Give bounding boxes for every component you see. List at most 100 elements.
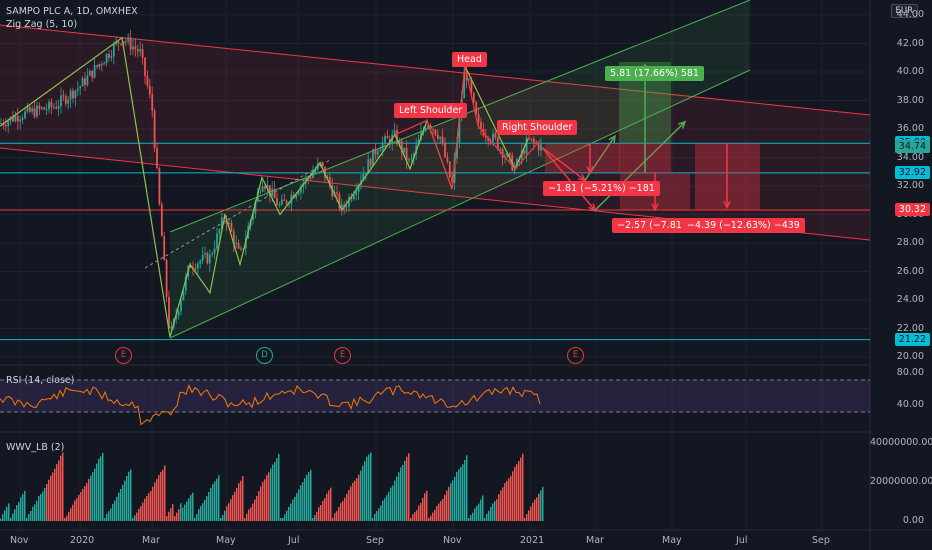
volume-bar	[170, 508, 172, 521]
candle	[184, 276, 187, 291]
candle	[396, 130, 398, 145]
price-axis-label: 32.00	[896, 180, 924, 191]
candle	[62, 95, 65, 97]
candle	[112, 44, 115, 57]
volume-bar	[38, 496, 40, 521]
volume-bar	[100, 456, 102, 521]
volume-bar	[354, 480, 356, 521]
volume-bar	[222, 515, 224, 521]
volume-bar	[220, 518, 222, 521]
volume-bar	[218, 475, 220, 521]
candle	[300, 186, 302, 193]
short-arrow-3-head	[723, 200, 731, 210]
volume-bar	[374, 513, 376, 521]
candle	[432, 129, 434, 131]
currency-button[interactable]: EUR	[890, 4, 918, 18]
volume-bar	[448, 486, 450, 521]
volume-bar	[336, 511, 338, 521]
volume-bar	[470, 515, 472, 521]
left-shoulder-label: Left Shoulder	[394, 103, 468, 118]
candle	[170, 326, 173, 329]
candle	[81, 78, 84, 87]
candle	[448, 161, 451, 178]
candle	[24, 111, 26, 119]
volume-bar	[424, 493, 426, 521]
long-target-label: 5.81 (17.66%) 581	[605, 66, 704, 81]
volume-bar	[152, 486, 154, 521]
volume-bar	[456, 472, 458, 521]
volume-bar	[346, 493, 348, 521]
volume-bar	[142, 502, 144, 521]
volume-bar	[468, 518, 470, 521]
volume-bar	[246, 513, 248, 521]
candle	[38, 105, 41, 109]
volume-bar	[338, 506, 340, 521]
candle	[14, 115, 17, 122]
candle	[410, 158, 413, 160]
price-tag: 32.92	[894, 165, 930, 179]
volume-bar	[80, 492, 82, 521]
volume-bar	[136, 512, 138, 521]
candle	[309, 177, 312, 179]
volume-bar	[252, 503, 254, 521]
volume-bar	[130, 469, 132, 521]
volume-bar	[360, 470, 362, 521]
candle	[158, 168, 161, 205]
volume-title[interactable]: WWV_LB (2)	[6, 442, 65, 453]
candle	[16, 115, 19, 122]
candle	[372, 148, 374, 166]
volume-bar	[400, 467, 402, 521]
candle	[12, 116, 14, 122]
volume-bar	[20, 497, 22, 521]
volume-bar	[68, 512, 70, 521]
volume-bar	[368, 454, 370, 521]
volume-bar	[380, 505, 382, 521]
volume-bar	[516, 464, 518, 521]
earnings-event-marker[interactable]: E	[115, 347, 132, 364]
candle	[55, 107, 58, 109]
volume-bar	[282, 518, 284, 521]
volume-bar	[42, 491, 44, 521]
candle	[50, 101, 53, 108]
volume-bar	[530, 506, 532, 521]
short-box-1	[545, 143, 620, 173]
candle	[357, 184, 360, 192]
candle	[168, 296, 170, 329]
volume-bar	[512, 471, 514, 521]
symbol-title[interactable]: SAMPO PLC A, 1D, OMXHEX	[6, 6, 138, 17]
candle	[230, 222, 233, 232]
candle	[408, 159, 410, 161]
zigzag-indicator-label[interactable]: Zig Zag (5, 10)	[6, 19, 78, 30]
volume-bar	[182, 507, 184, 521]
volume-bar	[278, 453, 280, 521]
volume-bar	[372, 518, 374, 521]
rsi-title[interactable]: RSI (14, close)	[6, 375, 75, 386]
volume-bar	[16, 505, 18, 521]
volume-bar	[502, 487, 504, 521]
volume-bar	[358, 474, 360, 521]
volume-bar	[148, 493, 150, 521]
earnings-event-marker[interactable]: E	[567, 347, 584, 364]
earnings-event-marker[interactable]: E	[334, 347, 351, 364]
dividend-event-marker[interactable]: D	[256, 347, 273, 364]
volume-bar	[174, 516, 176, 521]
volume-bar	[212, 484, 214, 521]
volume-bar	[270, 468, 272, 521]
volume-bar	[190, 494, 192, 521]
volume-bar	[164, 465, 166, 521]
candle	[254, 201, 257, 214]
head-label: Head	[452, 52, 487, 67]
short-target-label-1: −1.81 (−5.21%) −181	[543, 181, 660, 196]
candle	[120, 43, 122, 45]
candle	[177, 311, 180, 316]
candle	[456, 142, 458, 159]
candle	[84, 78, 86, 85]
volume-bar	[128, 471, 130, 521]
volume-bar	[202, 503, 204, 521]
volume-bar	[204, 500, 206, 521]
volume-bar	[518, 461, 520, 521]
candle	[232, 231, 235, 245]
volume-bar	[22, 494, 24, 521]
volume-bar	[178, 509, 180, 521]
